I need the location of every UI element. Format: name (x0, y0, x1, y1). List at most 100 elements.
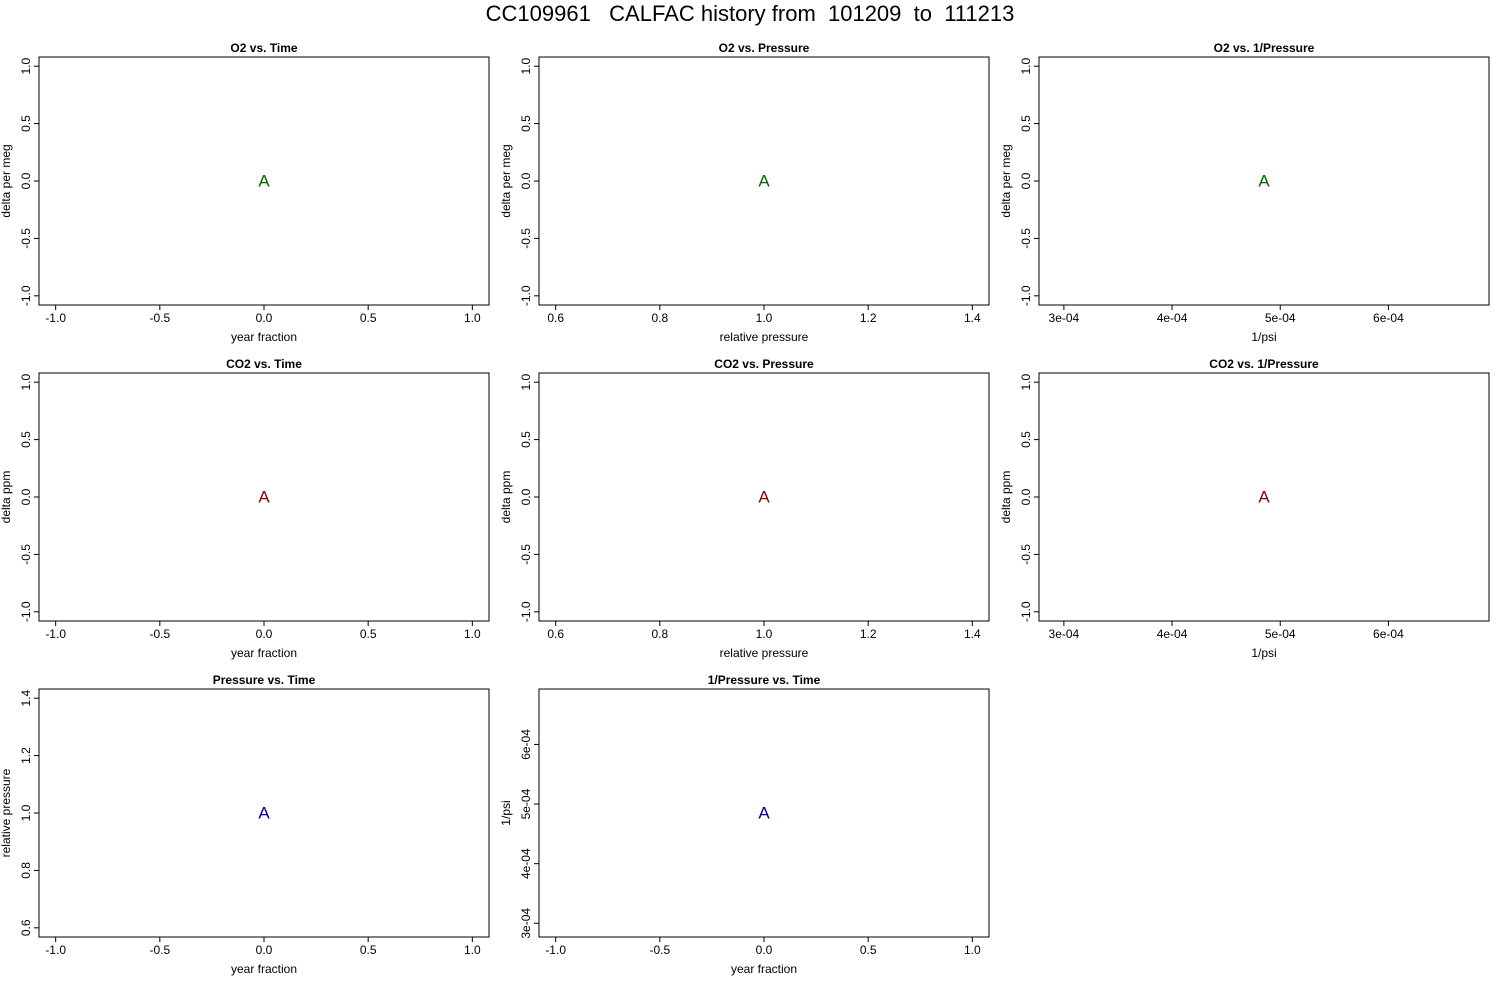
y-axis-label: delta per meg (999, 144, 1013, 217)
y-axis-label: delta per meg (0, 144, 13, 217)
chart-panel: O2 vs. Pressure 0.6 0.8 1.0 1.2 1.4 relative p… (499, 41, 990, 344)
data-point: A (758, 172, 770, 191)
x-axis-label: year fraction (231, 646, 297, 660)
x-axis-label: relative pressure (720, 646, 809, 660)
y-tick-label: 0.0 (519, 488, 533, 505)
x-tick-label: -1.0 (45, 943, 66, 957)
panel-title: CO2 vs. Time (226, 357, 302, 371)
y-tick-label: 0.5 (19, 431, 33, 448)
y-tick-label: 0.5 (519, 431, 533, 448)
data-point: A (1258, 172, 1270, 191)
y-tick-label: 6e-04 (519, 729, 533, 760)
x-tick-label: 0.5 (860, 943, 877, 957)
y-tick-label: 0.0 (519, 172, 533, 189)
chart-panel: CO2 vs. Time -1.0 -0.5 0.0 0.5 1.0 year fracti… (0, 357, 490, 660)
x-tick-label: 3e-04 (1049, 311, 1080, 325)
y-axis-label: delta ppm (999, 471, 1013, 524)
x-tick-label: -0.5 (649, 943, 670, 957)
chart-panel: O2 vs. 1/Pressure 3e-04 4e-04 5e-04 6e-04 1/p… (999, 41, 1490, 344)
chart-panel: Pressure vs. Time -1.0 -0.5 0.0 0.5 1.0 year f… (0, 673, 490, 976)
y-axis-label: delta ppm (499, 471, 513, 524)
x-tick-label: 0.8 (651, 311, 668, 325)
y-tick-label: 1.0 (1019, 58, 1033, 75)
x-tick-label: 6e-04 (1373, 311, 1404, 325)
y-tick-label: 0.0 (19, 172, 33, 189)
y-tick-label: 0.0 (1019, 172, 1033, 189)
y-tick-label: 0.8 (19, 862, 33, 879)
y-tick-label: 3e-04 (519, 908, 533, 939)
y-tick-label: 0.6 (19, 919, 33, 936)
x-tick-label: 1.2 (860, 627, 877, 641)
data-point: A (258, 172, 270, 191)
data-point: A (1258, 488, 1270, 507)
panel-title: O2 vs. Pressure (719, 41, 810, 55)
panel-title: O2 vs. 1/Pressure (1214, 41, 1315, 55)
y-tick-label: -0.5 (19, 544, 33, 565)
y-tick-label: 1.4 (19, 690, 33, 707)
x-tick-label: 6e-04 (1373, 627, 1404, 641)
chart-panel: CO2 vs. 1/Pressure 3e-04 4e-04 5e-04 6e-04 1/… (999, 357, 1490, 660)
y-tick-label: 4e-04 (519, 848, 533, 879)
y-tick-label: -0.5 (1019, 228, 1033, 249)
data-point: A (258, 804, 270, 823)
x-tick-label: 0.0 (256, 943, 273, 957)
x-tick-label: -1.0 (45, 627, 66, 641)
x-tick-label: -0.5 (149, 943, 170, 957)
x-tick-label: 0.5 (360, 627, 377, 641)
x-axis-label: relative pressure (720, 330, 809, 344)
figure-title: CC109961 CALFAC history from 101209 to 1… (485, 1, 1015, 26)
y-tick-label: 0.0 (19, 488, 33, 505)
x-tick-label: 1.0 (756, 627, 773, 641)
chart-panel: 1/Pressure vs. Time -1.0 -0.5 0.0 0.5 1.0 year… (499, 673, 990, 976)
panel-title: O2 vs. Time (230, 41, 297, 55)
y-tick-label: 1.0 (19, 804, 33, 821)
x-tick-label: 0.5 (360, 943, 377, 957)
x-tick-label: 0.0 (256, 627, 273, 641)
panel-title: 1/Pressure vs. Time (708, 673, 821, 687)
x-tick-label: 4e-04 (1157, 627, 1188, 641)
x-tick-label: 5e-04 (1265, 627, 1296, 641)
y-tick-label: 0.0 (1019, 488, 1033, 505)
x-axis-label: 1/psi (1251, 330, 1276, 344)
data-point: A (758, 488, 770, 507)
panel-title: CO2 vs. 1/Pressure (1209, 357, 1319, 371)
x-tick-label: 1.2 (860, 311, 877, 325)
x-axis-label: year fraction (731, 962, 797, 976)
y-axis-label: relative pressure (0, 768, 13, 857)
y-axis-label: delta ppm (0, 471, 13, 524)
y-tick-label: -1.0 (519, 285, 533, 306)
x-tick-label: 0.5 (360, 311, 377, 325)
x-tick-label: 1.0 (756, 311, 773, 325)
y-tick-label: 5e-04 (519, 788, 533, 819)
y-tick-label: 0.5 (519, 115, 533, 132)
x-tick-label: 0.6 (547, 627, 564, 641)
y-tick-label: -1.0 (1019, 285, 1033, 306)
y-tick-label: 0.5 (1019, 115, 1033, 132)
x-tick-label: 1.4 (964, 627, 981, 641)
y-tick-label: -1.0 (1019, 601, 1033, 622)
y-tick-label: 1.0 (519, 58, 533, 75)
panel-title: Pressure vs. Time (213, 673, 316, 687)
x-tick-label: 0.8 (651, 627, 668, 641)
y-axis-label: delta per meg (499, 144, 513, 217)
x-tick-label: 1.0 (464, 311, 481, 325)
x-axis-label: 1/psi (1251, 646, 1276, 660)
y-tick-label: -0.5 (519, 544, 533, 565)
data-point: A (258, 488, 270, 507)
x-tick-label: 0.6 (547, 311, 564, 325)
data-point: A (758, 804, 770, 823)
x-tick-label: -1.0 (545, 943, 566, 957)
x-axis-label: year fraction (231, 330, 297, 344)
x-tick-label: 5e-04 (1265, 311, 1296, 325)
y-tick-label: 1.0 (519, 374, 533, 391)
x-tick-label: -0.5 (149, 627, 170, 641)
x-tick-label: 4e-04 (1157, 311, 1188, 325)
panel-title: CO2 vs. Pressure (714, 357, 814, 371)
y-tick-label: 1.0 (19, 374, 33, 391)
y-tick-label: 1.0 (1019, 374, 1033, 391)
x-tick-label: 1.0 (464, 627, 481, 641)
x-tick-label: 0.0 (256, 311, 273, 325)
x-tick-label: 1.0 (964, 943, 981, 957)
